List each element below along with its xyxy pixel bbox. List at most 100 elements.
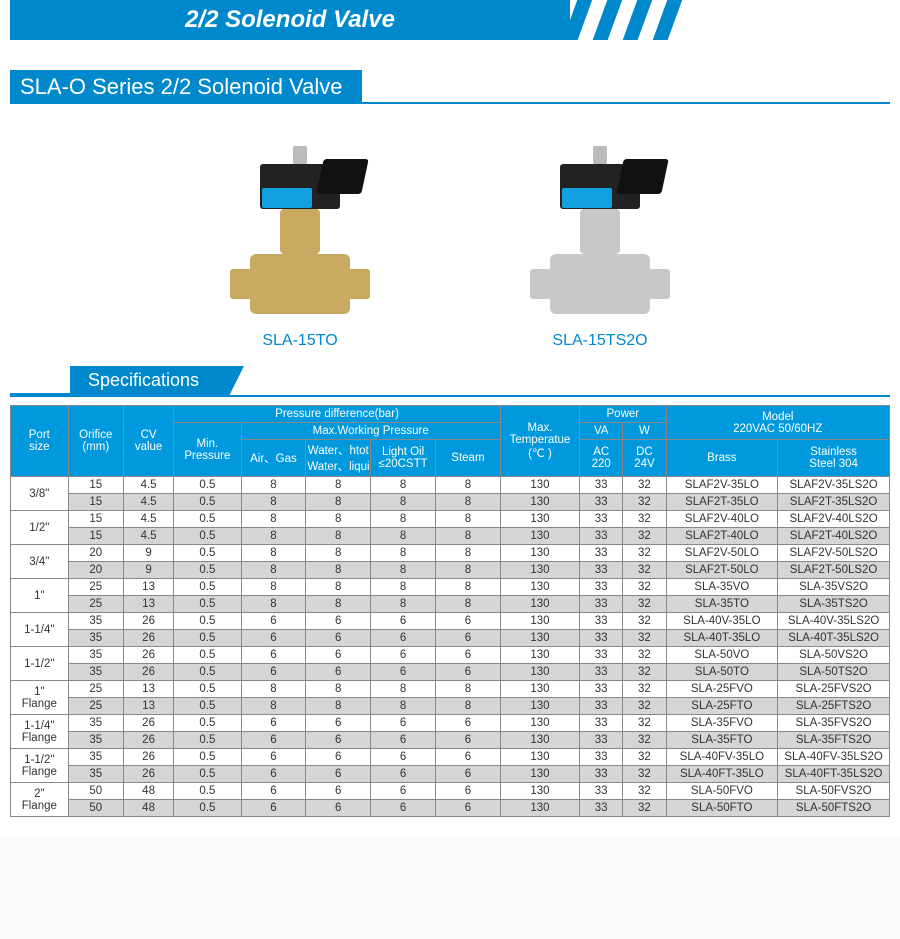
th-port: Portsize [11, 406, 69, 477]
cell-orifice: 35 [68, 766, 123, 783]
cell-oil: 8 [371, 528, 436, 545]
cell-temp: 130 [500, 477, 579, 494]
cell-min: 0.5 [174, 562, 241, 579]
cell-min: 0.5 [174, 511, 241, 528]
cell-cv: 48 [123, 783, 173, 800]
cell-orifice: 15 [68, 511, 123, 528]
th-power: Power [580, 406, 666, 423]
cell-oil: 8 [371, 545, 436, 562]
table-row: 2090.588881303332SLAF2T-50LOSLAF2T-50LS2… [11, 562, 890, 579]
cell-orifice: 35 [68, 749, 123, 766]
table-row: 1"25130.588881303332SLA-35VOSLA-35VS2O [11, 579, 890, 596]
cell-brass: SLAF2T-50LO [666, 562, 778, 579]
table-body: 3/8"154.50.588881303332SLAF2V-35LOSLAF2V… [11, 477, 890, 817]
cell-water: 6 [306, 732, 371, 749]
cell-orifice: 35 [68, 715, 123, 732]
cell-w: 32 [623, 681, 666, 698]
table-row: 1-1/2"Flange35260.566661303332SLA-40FV-3… [11, 749, 890, 766]
cell-ss: SLAF2V-50LS2O [778, 545, 890, 562]
cell-brass: SLAF2V-35LO [666, 477, 778, 494]
cell-w: 32 [623, 783, 666, 800]
cell-brass: SLA-50FVO [666, 783, 778, 800]
cell-port: 3/8" [11, 477, 69, 511]
cell-brass: SLA-50VO [666, 647, 778, 664]
table-row: 25130.588881303332SLA-35TOSLA-35TS2O [11, 596, 890, 613]
table-row: 3/8"154.50.588881303332SLAF2V-35LOSLAF2V… [11, 477, 890, 494]
cell-w: 32 [623, 596, 666, 613]
cell-temp: 130 [500, 732, 579, 749]
cell-water: 6 [306, 613, 371, 630]
cell-air: 6 [241, 630, 306, 647]
cell-cv: 13 [123, 698, 173, 715]
cell-ss: SLAF2T-40LS2O [778, 528, 890, 545]
table-row: 35260.566661303332SLA-40FT-35LOSLA-40FT-… [11, 766, 890, 783]
cell-temp: 130 [500, 715, 579, 732]
cell-orifice: 15 [68, 494, 123, 511]
cell-w: 32 [623, 630, 666, 647]
cell-w: 32 [623, 494, 666, 511]
cell-min: 0.5 [174, 800, 241, 817]
cell-oil: 8 [371, 698, 436, 715]
cell-water: 6 [306, 749, 371, 766]
cell-water: 8 [306, 528, 371, 545]
cell-va: 33 [580, 494, 623, 511]
cell-ss: SLA-50TS2O [778, 664, 890, 681]
cell-water: 8 [306, 596, 371, 613]
cell-cv: 13 [123, 681, 173, 698]
cell-brass: SLA-35FTO [666, 732, 778, 749]
cell-steam: 6 [436, 630, 501, 647]
cell-temp: 130 [500, 783, 579, 800]
cell-cv: 26 [123, 647, 173, 664]
cell-w: 32 [623, 749, 666, 766]
cell-water: 8 [306, 698, 371, 715]
cell-port: 1-1/2"Flange [11, 749, 69, 783]
cell-oil: 6 [371, 749, 436, 766]
cell-orifice: 50 [68, 800, 123, 817]
table-row: 1/2"154.50.588881303332SLAF2V-40LOSLAF2V… [11, 511, 890, 528]
cell-min: 0.5 [174, 664, 241, 681]
cell-temp: 130 [500, 613, 579, 630]
th-pressure-group: Pressure difference(bar) [174, 406, 501, 423]
cell-water: 6 [306, 664, 371, 681]
cell-port: 1-1/2" [11, 647, 69, 681]
th-va: VA [580, 423, 623, 440]
cell-va: 33 [580, 783, 623, 800]
cell-min: 0.5 [174, 528, 241, 545]
cell-water: 6 [306, 647, 371, 664]
cell-brass: SLA-40T-35LO [666, 630, 778, 647]
cell-brass: SLA-35VO [666, 579, 778, 596]
cell-steam: 6 [436, 647, 501, 664]
cell-water: 6 [306, 630, 371, 647]
top-banner: 2/2 Solenoid Valve [10, 0, 890, 40]
cell-cv: 26 [123, 630, 173, 647]
cell-va: 33 [580, 800, 623, 817]
cell-steam: 8 [436, 545, 501, 562]
cell-brass: SLAF2T-35LO [666, 494, 778, 511]
cell-temp: 130 [500, 749, 579, 766]
cell-water: 6 [306, 800, 371, 817]
cell-va: 33 [580, 647, 623, 664]
cell-min: 0.5 [174, 698, 241, 715]
cell-oil: 8 [371, 579, 436, 596]
cell-min: 0.5 [174, 613, 241, 630]
cell-cv: 4.5 [123, 477, 173, 494]
cell-temp: 130 [500, 800, 579, 817]
cell-va: 33 [580, 545, 623, 562]
cell-air: 8 [241, 528, 306, 545]
cell-va: 33 [580, 596, 623, 613]
cell-oil: 6 [371, 630, 436, 647]
cell-water: 8 [306, 681, 371, 698]
cell-oil: 6 [371, 647, 436, 664]
th-ss: StainlessSteel 304 [778, 440, 890, 477]
cell-va: 33 [580, 528, 623, 545]
cell-va: 33 [580, 715, 623, 732]
cell-brass: SLA-40FV-35LO [666, 749, 778, 766]
cell-orifice: 20 [68, 545, 123, 562]
th-air: Air、Gas [241, 440, 306, 477]
cell-ss: SLA-40FV-35LS2O [778, 749, 890, 766]
cell-orifice: 25 [68, 698, 123, 715]
cell-w: 32 [623, 715, 666, 732]
cell-min: 0.5 [174, 715, 241, 732]
cell-brass: SLA-40V-35LO [666, 613, 778, 630]
cell-ss: SLA-40T-35LS2O [778, 630, 890, 647]
